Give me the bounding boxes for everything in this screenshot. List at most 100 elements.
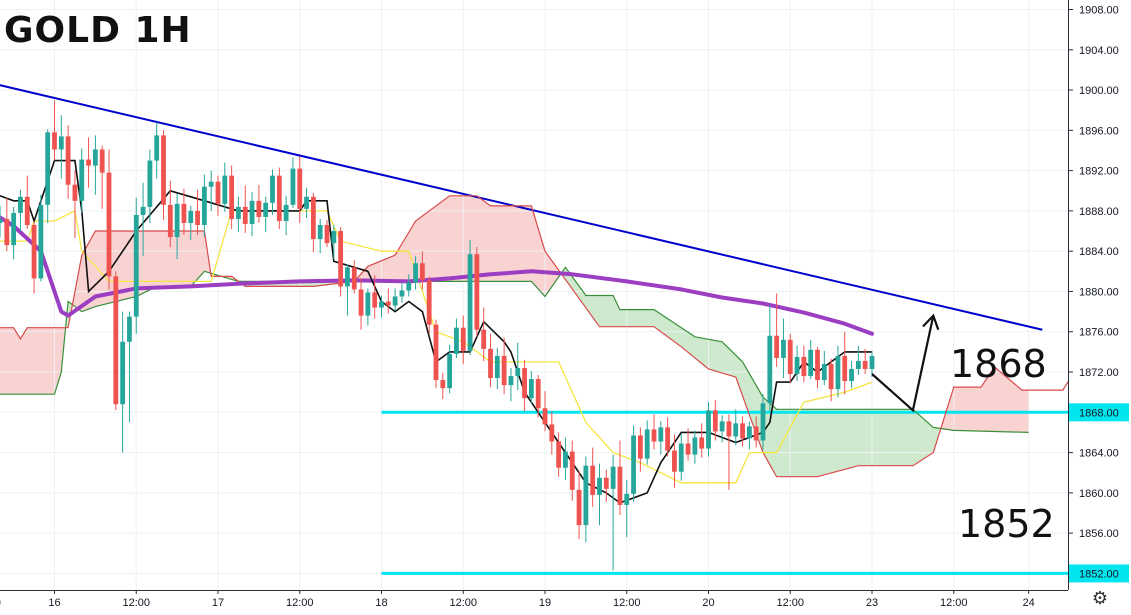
time-tick-label: 12:00 bbox=[776, 597, 804, 609]
candle-65 bbox=[426, 276, 432, 334]
candle-body bbox=[18, 196, 23, 213]
chart-grid bbox=[0, 0, 1068, 590]
candle-45 bbox=[290, 157, 296, 208]
candle-body bbox=[556, 441, 562, 468]
candle-body bbox=[242, 206, 248, 224]
candle-33 bbox=[208, 170, 214, 211]
candle-body bbox=[794, 356, 800, 375]
candle-12 bbox=[65, 125, 71, 199]
projection-layer bbox=[871, 313, 940, 413]
candle-body bbox=[222, 175, 228, 204]
candle-128 bbox=[855, 345, 861, 376]
time-tick-label: 12:00 bbox=[286, 597, 314, 609]
time-tick-label: 12:00 bbox=[613, 597, 641, 609]
candle-body bbox=[719, 421, 725, 432]
candle-body bbox=[549, 424, 555, 442]
candle-78 bbox=[515, 342, 521, 391]
candle-51 bbox=[331, 224, 337, 260]
time-tick-label: 17 bbox=[212, 597, 224, 609]
candle-body bbox=[120, 341, 126, 405]
candle-13 bbox=[72, 170, 78, 239]
support-levels bbox=[381, 410, 1068, 575]
candle-74 bbox=[488, 333, 493, 388]
candle-46 bbox=[297, 156, 303, 223]
candle-body bbox=[399, 290, 405, 297]
candle-123 bbox=[821, 350, 827, 386]
candle-body bbox=[0, 218, 3, 223]
candle-27 bbox=[167, 180, 173, 248]
candle-body bbox=[528, 379, 534, 399]
candle-120 bbox=[801, 345, 807, 383]
candle-121 bbox=[808, 339, 814, 380]
time-tick-label: 19 bbox=[539, 597, 551, 609]
candle-42 bbox=[270, 169, 275, 215]
candle-body bbox=[385, 301, 391, 306]
candle-35 bbox=[222, 162, 228, 212]
time-tick-label: 12:00 bbox=[940, 597, 968, 609]
candle-body bbox=[617, 466, 623, 505]
candle-body bbox=[256, 200, 262, 217]
candle-7 bbox=[31, 221, 37, 294]
candle-36 bbox=[229, 165, 235, 230]
candle-body bbox=[862, 360, 868, 369]
candle-67 bbox=[440, 373, 446, 400]
candle-body bbox=[99, 149, 105, 173]
candle-50 bbox=[324, 219, 330, 248]
candle-body bbox=[304, 196, 309, 209]
projection-arrowhead bbox=[922, 313, 940, 331]
candle-body bbox=[79, 159, 85, 201]
candle-body bbox=[774, 335, 780, 358]
price-axis-bg bbox=[1068, 0, 1131, 615]
level-annotation-1868: 1868 bbox=[950, 342, 1047, 386]
candle-103 bbox=[685, 428, 691, 461]
candle-body bbox=[276, 175, 282, 221]
candle-20 bbox=[120, 311, 126, 453]
candle-body bbox=[290, 168, 296, 205]
candle-30 bbox=[188, 205, 194, 241]
candle-body bbox=[808, 349, 814, 377]
candle-body bbox=[481, 329, 487, 349]
candle-82 bbox=[542, 391, 548, 432]
candle-body bbox=[576, 489, 582, 526]
candle-72 bbox=[474, 247, 480, 337]
price-tick-label: 1904.00 bbox=[1079, 45, 1119, 57]
time-axis-bg bbox=[0, 590, 1068, 615]
time-tick-label: :00 bbox=[0, 597, 1, 609]
candle-85 bbox=[563, 437, 568, 480]
candle-body bbox=[583, 465, 589, 526]
candle-125 bbox=[835, 345, 841, 398]
projection-path bbox=[871, 315, 935, 413]
candle-body bbox=[127, 316, 132, 342]
candle-129 bbox=[862, 348, 868, 375]
candle-17 bbox=[99, 145, 105, 209]
candle-body bbox=[201, 186, 207, 225]
chart-title: GOLD 1H bbox=[4, 10, 192, 51]
candle-70 bbox=[460, 315, 466, 364]
candle-118 bbox=[787, 333, 793, 384]
candle-body bbox=[501, 355, 507, 386]
price-tick-label: 1900.00 bbox=[1079, 85, 1119, 97]
candle-body bbox=[147, 160, 153, 207]
gear-icon[interactable]: ⚙ bbox=[1091, 588, 1109, 608]
ichimoku-cloud bbox=[0, 195, 1029, 477]
candle-89 bbox=[590, 447, 596, 507]
candle-body bbox=[167, 204, 173, 238]
cloud-segment-8 bbox=[941, 367, 1029, 433]
candle-body bbox=[106, 172, 112, 277]
candle-64 bbox=[419, 251, 425, 290]
candle-body bbox=[644, 429, 650, 459]
candle-body bbox=[392, 296, 398, 306]
time-tick-label: 23 bbox=[866, 597, 878, 609]
candle-104 bbox=[692, 430, 698, 464]
time-axis: :00 16 12:00 17 12:00 18 12:00 19 12:00 20 12:00 23… bbox=[0, 590, 1068, 615]
candle-body bbox=[379, 301, 384, 308]
candle-body bbox=[263, 202, 269, 217]
candle-body bbox=[569, 451, 575, 490]
candle-6 bbox=[24, 175, 30, 230]
candle-body bbox=[208, 181, 214, 187]
candle-body bbox=[338, 231, 344, 287]
price-tick-label: 1868.00 bbox=[1079, 407, 1119, 419]
candle-80 bbox=[528, 371, 534, 404]
candle-body bbox=[133, 214, 139, 317]
